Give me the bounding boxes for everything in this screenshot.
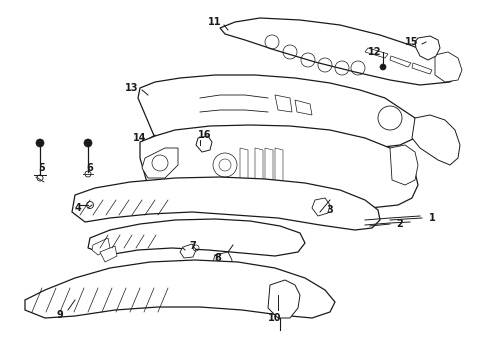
Text: 2: 2	[396, 219, 403, 229]
Text: 11: 11	[208, 17, 222, 27]
Polygon shape	[140, 125, 418, 208]
Text: 16: 16	[198, 130, 212, 140]
Polygon shape	[275, 95, 292, 112]
Text: 14: 14	[133, 133, 147, 143]
Text: 10: 10	[268, 313, 282, 323]
Polygon shape	[240, 148, 248, 190]
Text: 7: 7	[190, 241, 196, 251]
Polygon shape	[196, 136, 212, 152]
Polygon shape	[275, 148, 283, 190]
Polygon shape	[412, 115, 460, 165]
Polygon shape	[312, 198, 330, 216]
Polygon shape	[435, 52, 462, 82]
Polygon shape	[265, 148, 273, 190]
Circle shape	[84, 139, 92, 147]
Polygon shape	[220, 18, 460, 85]
Circle shape	[380, 64, 386, 70]
Polygon shape	[72, 177, 380, 230]
Polygon shape	[213, 252, 232, 270]
Text: 13: 13	[125, 83, 139, 93]
Text: 15: 15	[405, 37, 419, 47]
Polygon shape	[25, 260, 335, 318]
Polygon shape	[390, 56, 411, 67]
Text: 4: 4	[74, 203, 81, 213]
Circle shape	[36, 139, 44, 147]
Polygon shape	[295, 100, 312, 115]
Text: 1: 1	[429, 213, 436, 223]
Polygon shape	[88, 219, 305, 256]
Polygon shape	[255, 148, 263, 190]
Text: 9: 9	[57, 310, 63, 320]
Polygon shape	[92, 238, 110, 255]
Text: 5: 5	[39, 163, 46, 173]
Text: 3: 3	[327, 205, 333, 215]
Polygon shape	[390, 145, 418, 185]
Polygon shape	[415, 36, 440, 60]
Text: 6: 6	[87, 163, 94, 173]
Text: 8: 8	[215, 253, 221, 263]
Polygon shape	[138, 75, 420, 148]
Polygon shape	[365, 48, 388, 58]
Polygon shape	[100, 246, 117, 262]
Polygon shape	[268, 280, 300, 318]
Polygon shape	[142, 148, 178, 178]
Polygon shape	[180, 244, 196, 258]
Text: 12: 12	[368, 47, 382, 57]
Polygon shape	[412, 63, 432, 74]
